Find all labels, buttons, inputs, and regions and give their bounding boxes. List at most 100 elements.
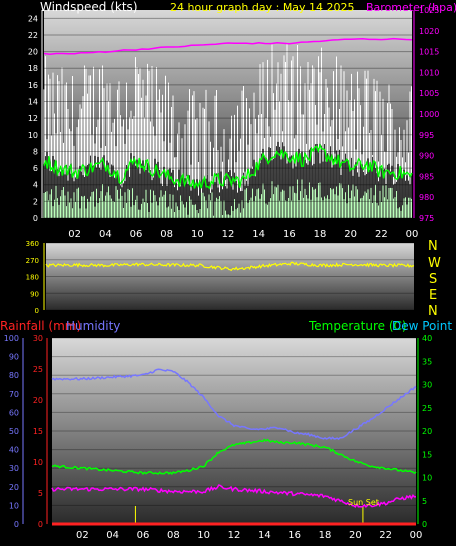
graph-day-title: 24 hour graph day : May 14 2025 [170,1,355,14]
p3-ytick-rain: 25 [33,365,43,374]
tick-labels: 0246810121416182022249759809859909951000… [4,6,440,541]
p1-xtick: 08 [160,229,173,240]
p3-xtick: 14 [258,530,271,541]
p3-xtick: 00 [410,530,423,541]
gridlines [22,10,419,525]
p1-ytick-left: 12 [28,114,38,123]
temperature-title: Temperature (C) [308,319,407,333]
p3-ytick-temp: 25 [422,404,432,413]
p3-xtick: 04 [106,530,119,541]
p1-xtick: 12 [222,229,235,240]
p3-xtick: 06 [137,530,150,541]
humidity-line [51,368,417,441]
p1-ytick-right: 975 [419,214,434,223]
p1-xtick: 04 [99,229,112,240]
p1-xtick: 18 [314,229,327,240]
p1-ytick-right: 1010 [419,68,439,77]
p3-ytick-humidity: 70 [9,390,19,399]
p3-ytick-humidity: 100 [4,334,19,343]
p3-ytick-humidity: 10 [9,501,19,510]
p3-ytick-rain: 20 [33,396,43,405]
p3-xtick: 08 [167,530,180,541]
p1-ytick-left: 24 [28,14,38,23]
p1-ytick-left: 16 [28,81,38,90]
p3-ytick-humidity: 40 [9,446,19,455]
p3-xtick: 20 [349,530,362,541]
p1-xtick: 14 [252,229,265,240]
p1-xtick: 20 [344,229,357,240]
p1-xtick: 02 [68,229,81,240]
p1-ytick-right: 1005 [419,89,439,98]
dew-point-line [51,484,417,509]
p1-ytick-right: 995 [419,131,434,140]
p1-xtick: 16 [283,229,296,240]
p1-ytick-left: 4 [33,181,38,190]
p3-ytick-rain: 10 [33,458,43,467]
p3-ytick-temp: 0 [422,520,427,529]
p3-ytick-humidity: 20 [9,483,19,492]
p3-xtick: 16 [288,530,301,541]
rainfall-title: Rainfall (mm) [0,319,81,333]
panel2-background [46,243,414,310]
p1-ytick-right: 1025 [419,6,439,15]
p3-ytick-temp: 30 [422,381,432,390]
p3-xtick: 02 [76,530,89,541]
p3-ytick-temp: 20 [422,427,432,436]
p2-ytick: 360 [26,240,39,248]
p2-ytick: 180 [26,274,39,282]
p3-ytick-humidity: 80 [9,371,19,380]
p1-ytick-left: 20 [28,48,38,57]
p1-ytick-left: 22 [28,31,38,40]
p2-ytick: 0 [35,307,39,315]
p3-ytick-humidity: 50 [9,427,19,436]
p3-ytick-rain: 0 [38,520,43,529]
p3-ytick-rain: 30 [33,334,43,343]
p1-xtick: 22 [375,229,388,240]
p1-xtick: 06 [130,229,143,240]
p3-xtick: 12 [228,530,241,541]
p3-ytick-humidity: 60 [9,408,19,417]
barometer-title: Barometer (hpa) [366,1,456,14]
p3-ytick-temp: 15 [422,450,432,459]
p1-ytick-right: 1020 [419,27,439,36]
p1-xtick: 10 [191,229,204,240]
p1-ytick-left: 2 [33,197,38,206]
compass-n-bottom: N [428,304,438,319]
compass-s: S [429,272,437,287]
temperature-line [51,438,417,476]
p1-ytick-left: 6 [33,164,38,173]
p1-xtick: 00 [406,229,419,240]
p2-ytick: 90 [30,290,39,298]
windspeed-title: Windspeed (kts) [40,0,138,14]
wind-avg-line [43,143,413,190]
sunset-label: Sun Set [348,498,379,507]
p3-ytick-temp: 5 [422,497,427,506]
compass-e: E [429,288,437,303]
wind-direction-line [45,261,415,272]
p1-ytick-left: 14 [28,98,38,107]
p3-ytick-temp: 10 [422,474,432,483]
p3-ytick-humidity: 30 [9,464,19,473]
p3-ytick-temp: 40 [422,334,432,343]
chart-labels: Windspeed (kts) 24 hour graph day : May … [0,0,456,507]
p1-ytick-right: 1015 [419,48,439,57]
p1-ytick-right: 990 [419,152,434,161]
barometer-line [43,37,413,55]
p2-ytick: 270 [26,257,39,265]
wind-bars [43,42,412,218]
humidity-title: Humidity [66,319,120,333]
p1-ytick-left: 18 [28,64,38,73]
p3-xtick: 10 [197,530,210,541]
panel3-background [52,338,416,524]
p3-xtick: 22 [379,530,392,541]
dew-point-title: Dew Point (C) [392,319,456,333]
p3-xtick: 18 [319,530,332,541]
p1-ytick-left: 10 [28,131,38,140]
p3-ytick-humidity: 0 [14,520,19,529]
p1-ytick-left: 8 [33,147,38,156]
p3-ytick-humidity: 90 [9,353,19,362]
p3-ytick-rain: 5 [38,489,43,498]
p1-ytick-right: 1000 [419,110,439,119]
